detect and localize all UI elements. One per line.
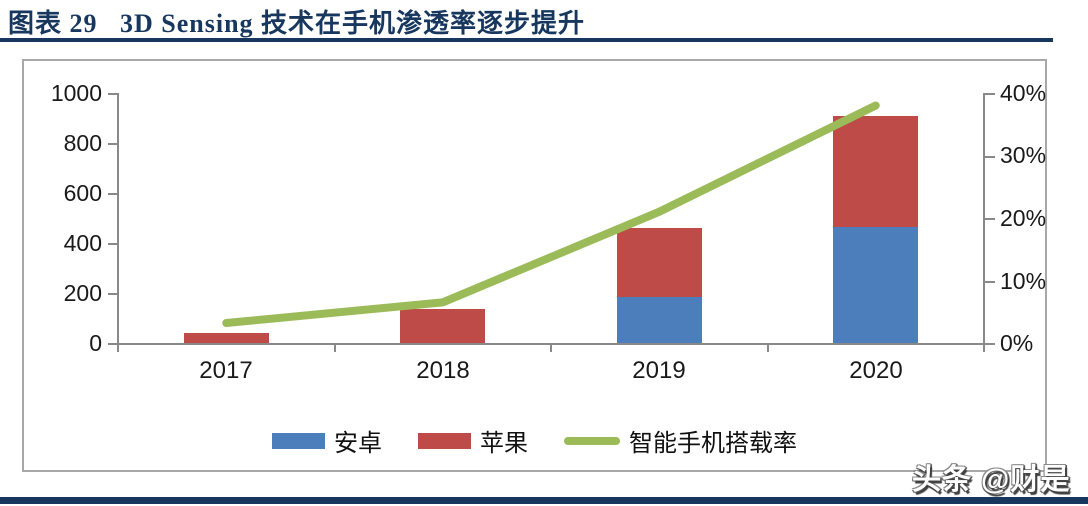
category-label: 2018 [416, 357, 470, 384]
bar-苹果-2019 [616, 228, 702, 297]
bar-苹果-2018 [400, 309, 486, 343]
tick-mark [108, 93, 118, 95]
legend-label: 智能手机搭载率 [629, 431, 797, 457]
axis-tick-label: 0% [1000, 330, 1034, 356]
tick-mark [108, 193, 118, 195]
legend-item-rate: 智能手机搭载率 [564, 423, 797, 458]
android-color-swatch [272, 432, 325, 449]
tick-mark [985, 343, 995, 345]
footer-accent-bar [0, 497, 1088, 504]
left-value-axis [117, 93, 119, 345]
bar-苹果-2020 [833, 115, 919, 227]
axis-tick-label: 0 [89, 330, 102, 356]
tick-mark [108, 343, 118, 345]
tick-mark [983, 343, 985, 352]
rate-line-swatch [564, 436, 620, 445]
axis-tick-label: 20% [1000, 205, 1047, 231]
chart-legend: 安卓 苹果 智能手机搭载率 [24, 423, 1045, 458]
tick-mark [766, 343, 769, 352]
legend-item-apple: 苹果 [418, 423, 528, 458]
bar-苹果-2017 [183, 333, 269, 343]
tick-mark [333, 343, 336, 352]
axis-tick-label: 200 [63, 280, 102, 306]
bar-安卓-2019 [616, 296, 702, 343]
right-percent-axis [983, 93, 985, 345]
legend-label: 安卓 [334, 431, 382, 457]
tick-mark [550, 343, 552, 352]
tick-mark [117, 343, 119, 352]
category-label: 2019 [632, 357, 686, 384]
axis-tick-label: 600 [63, 180, 102, 206]
bar-安卓-2020 [833, 226, 919, 343]
legend-item-android: 安卓 [272, 423, 382, 458]
tick-mark [108, 293, 118, 295]
page-title: 图表 29 3D Sensing 技术在手机渗透率逐步提升 [8, 9, 586, 38]
axis-tick-label: 40% [1000, 80, 1047, 106]
category-label: 2017 [199, 357, 253, 384]
chart-plot-frame: 1000 800 600 400 200 0 40% 30% 20% 10% 0… [22, 59, 1047, 472]
tick-mark [108, 143, 118, 145]
tick-mark [108, 243, 118, 245]
axis-tick-label: 400 [63, 230, 102, 256]
category-label: 2020 [849, 357, 903, 384]
tick-mark [985, 155, 995, 158]
axis-tick-label: 30% [1000, 142, 1047, 168]
axis-tick-label: 1000 [50, 80, 102, 106]
tick-mark [985, 93, 995, 95]
tick-mark [985, 218, 995, 220]
legend-label: 苹果 [480, 431, 528, 457]
title-underline-rule [0, 38, 1053, 42]
tick-mark [985, 280, 995, 283]
axis-tick-label: 10% [1000, 268, 1047, 294]
apple-color-swatch [418, 432, 471, 449]
toutiao-watermark: 头条 @财是 [912, 464, 1071, 496]
axis-tick-label: 800 [63, 130, 102, 156]
